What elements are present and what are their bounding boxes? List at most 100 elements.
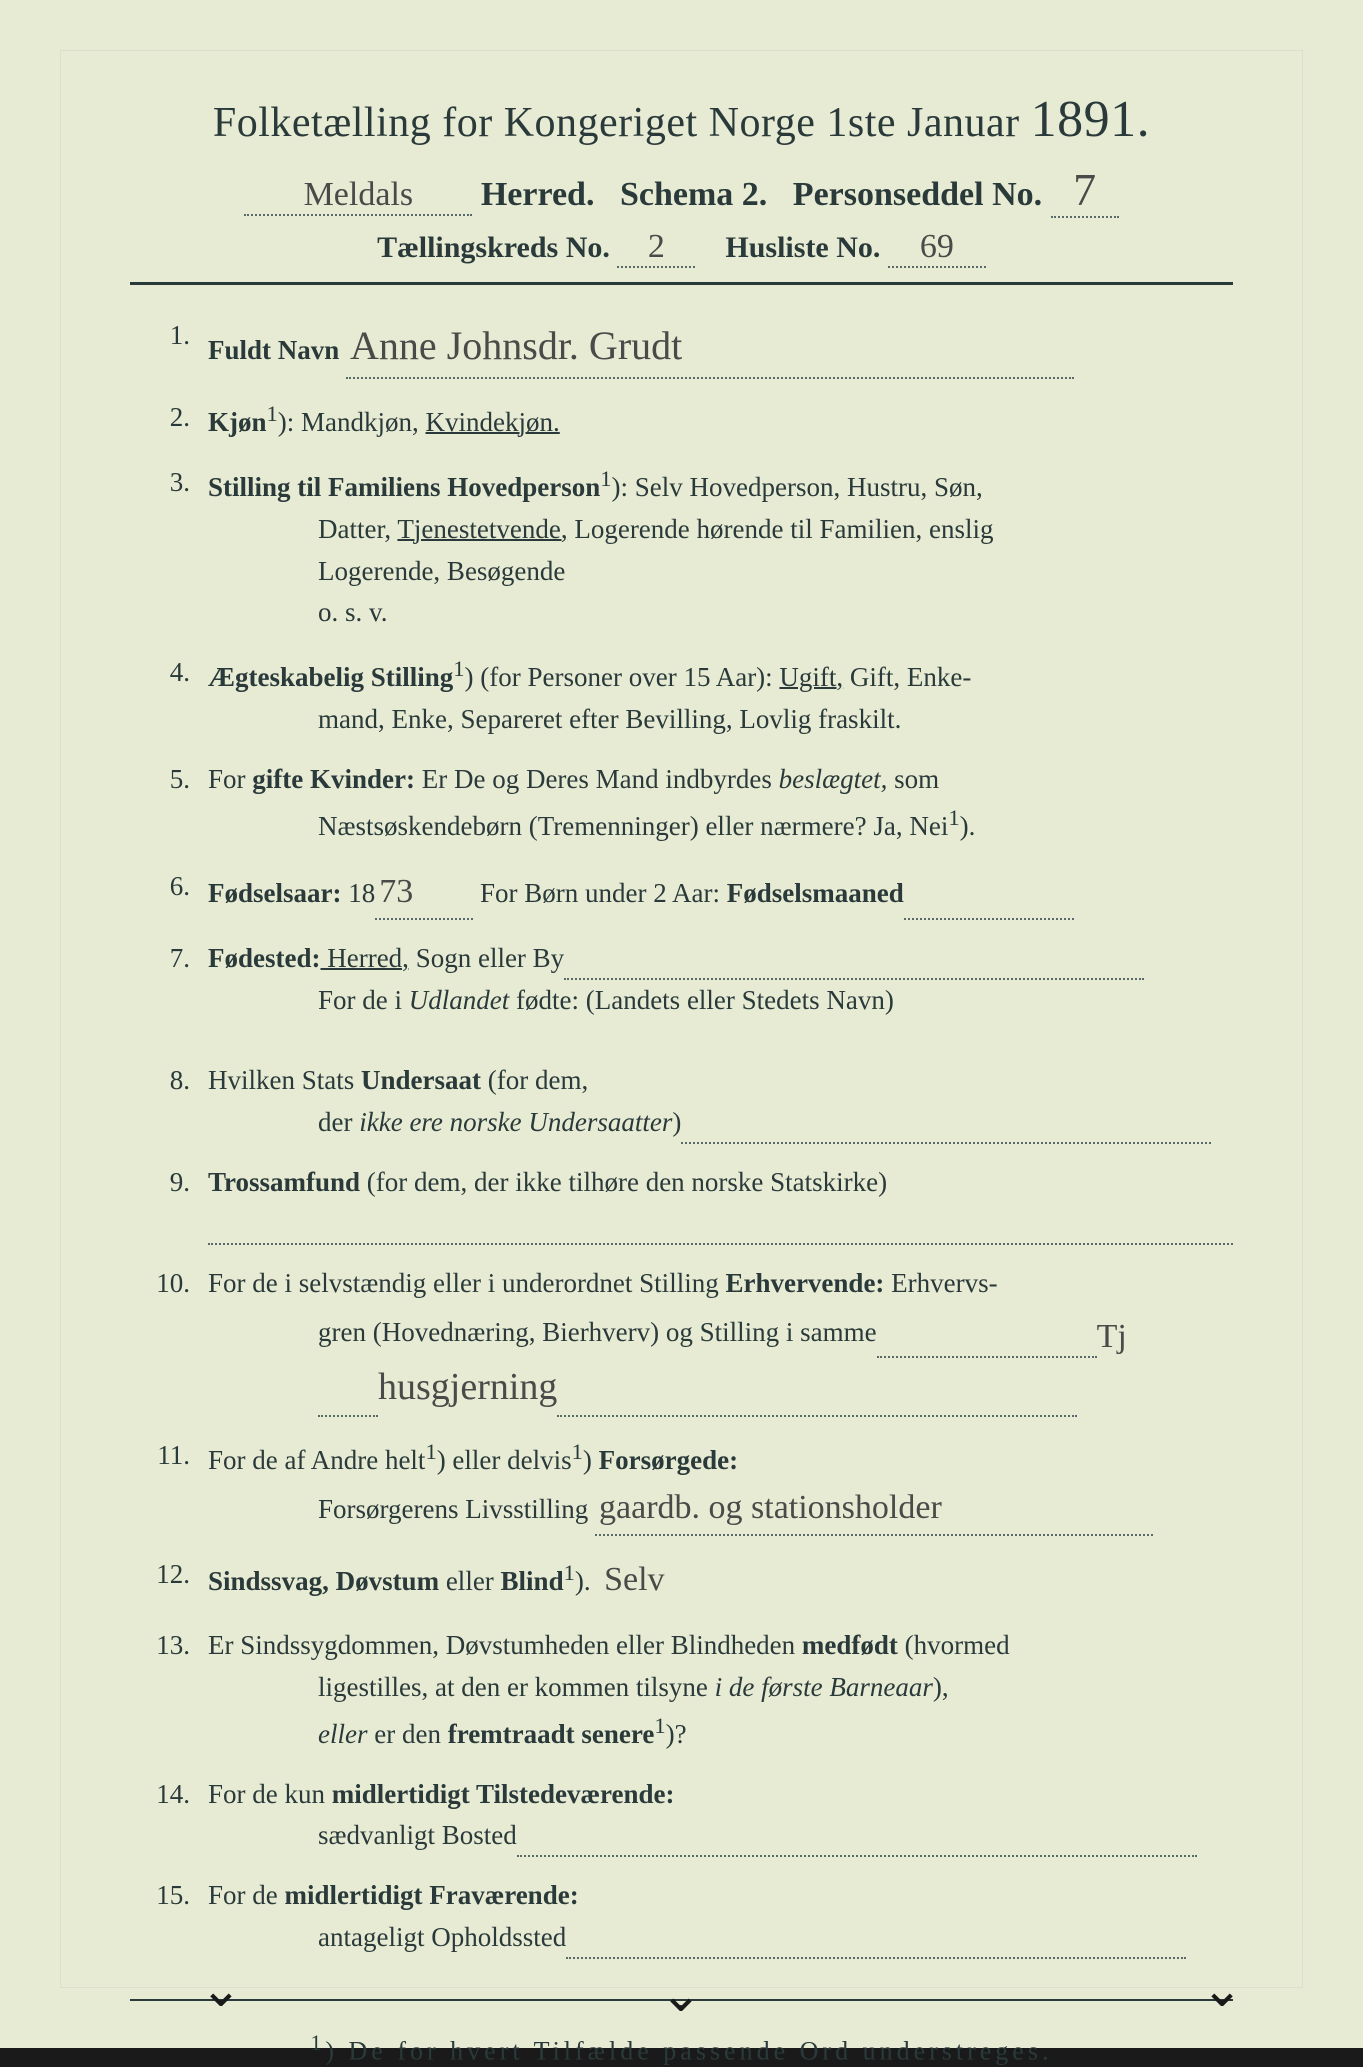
q13-sup: 1 (654, 1713, 665, 1738)
q6-year: 73 (375, 866, 473, 921)
q8-rest: (for dem, (481, 1065, 588, 1095)
census-form-page: Folketælling for Kongeriget Norge 1ste J… (0, 0, 1363, 2048)
q9-rest: (for dem, der ikke tilhøre den norske St… (360, 1167, 887, 1197)
q7-line2-wrap: For de i Udlandet fødte: (Landets eller … (208, 980, 1233, 1022)
q7-rest: Sogn eller By (409, 943, 564, 973)
header-rule (130, 282, 1233, 285)
q4-line2: mand, Enke, Separeret efter Bevilling, L… (208, 699, 1233, 741)
q11-value: gaardb. og stationsholder (595, 1482, 1153, 1537)
q3-line4: o. s. v. (208, 592, 1233, 634)
kreds-label: Tællingskreds No. (377, 231, 610, 264)
q5-num: 5. (130, 759, 208, 848)
q8-fill (681, 1142, 1211, 1144)
q3-line2b: Logerende hørende til Familien, enslig (568, 514, 994, 544)
q11-num: 11. (130, 1435, 208, 1537)
q11-content: For de af Andre helt1) eller delvis1) Fo… (208, 1435, 1233, 1537)
q13-line3-wrap: eller er den fremtraadt senere1)? (208, 1709, 1233, 1756)
q5-tail: ). (960, 811, 976, 841)
q13-line3a: eller (318, 1719, 367, 1749)
q8-bold: Undersaat (361, 1065, 481, 1095)
footnote-sup: 1 (311, 2031, 326, 2055)
q15-line2: antageligt Opholdssted (318, 1922, 566, 1952)
q11-rest: ) (583, 1445, 599, 1475)
q15-num: 15. (130, 1875, 208, 1959)
q6-row: 6. Fødselsaar: 1873 For Børn under 2 Aar… (130, 866, 1233, 921)
q14-line2: sædvanligt Bosted (318, 1820, 517, 1850)
q5-rest: Er De og Deres Mand indbyrdes (415, 764, 779, 794)
q13-row: 13. Er Sindssygdommen, Døvstumheden elle… (130, 1625, 1233, 1756)
q10-fill2a (318, 1415, 378, 1417)
q10-bold: Erhvervende: (725, 1268, 884, 1298)
q1-content: Fuldt Navn Anne Johnsdr. Grudt (208, 315, 1233, 379)
q6-fill (904, 918, 1074, 920)
q4-bold: Ægteskabelig Stilling (208, 662, 453, 692)
q15-bold: midlertidigt Fraværende: (285, 1880, 579, 1910)
q13-bold: medfødt (802, 1630, 898, 1660)
q10-line2: gren (Hovednæring, Bierhverv) og Stillin… (318, 1317, 877, 1347)
q5-italic: beslægtet, (779, 764, 888, 794)
form-header: Folketælling for Kongeriget Norge 1ste J… (130, 90, 1233, 268)
q11-text: For de af Andre helt (208, 1445, 425, 1475)
q13-content: Er Sindssygdommen, Døvstumheden eller Bl… (208, 1625, 1233, 1756)
q6-mid: For Børn under 2 Aar: (473, 878, 726, 908)
q2-num: 2. (130, 397, 208, 444)
q10-content: For de i selvstændig eller i underordnet… (208, 1263, 1233, 1416)
husliste-label: Husliste No. (725, 231, 880, 264)
q9-bold: Trossamfund (208, 1167, 360, 1197)
q15-line2-wrap: antageligt Opholdssted (208, 1917, 1233, 1959)
footnote-text: ) De for hvert Tilfælde passende Ord und… (325, 2037, 1052, 2066)
q4-num: 4. (130, 652, 208, 741)
q2-label: Kjøn (208, 407, 267, 437)
q3-sup: 1 (600, 466, 611, 491)
q12-rest: eller (439, 1566, 500, 1596)
q11-sup: 1 (425, 1439, 436, 1464)
q10-line3-wrap: husgjerning (208, 1358, 1233, 1417)
q7-bold: Fødested: (208, 943, 320, 973)
herred-value: Meldals (244, 176, 472, 216)
q8-content: Hvilken Stats Undersaat (for dem, der ik… (208, 1060, 1233, 1144)
q7-content: Fødested: Herred, Sogn eller By For de i… (208, 938, 1233, 1022)
q2-rest: ): Mandkjøn, (278, 407, 426, 437)
q5-bold: gifte Kvinder: (252, 764, 415, 794)
q4-underlined: Ugift, (779, 662, 843, 692)
q12-num: 12. (130, 1554, 208, 1607)
q5-rest2: som (887, 764, 939, 794)
q15-text: For de (208, 1880, 285, 1910)
q5-content: For gifte Kvinder: Er De og Deres Mand i… (208, 759, 1233, 848)
q13-bold3: fremtraadt senere (448, 1719, 655, 1749)
q2-content: Kjøn1): Mandkjøn, Kvindekjøn. (208, 397, 1233, 444)
subtitle-line2: Tællingskreds No. 2 Husliste No. 69 (130, 228, 1233, 268)
q9-row: 9. Trossamfund (for dem, der ikke tilhør… (130, 1162, 1233, 1246)
q9-content: Trossamfund (for dem, der ikke tilhøre d… (208, 1162, 1233, 1246)
kreds-no: 2 (617, 228, 695, 268)
q14-text: For de kun (208, 1779, 332, 1809)
q7-line2: For de i (318, 985, 409, 1015)
q6-bold2: Fødselsmaaned (727, 878, 904, 908)
q12-sup: 1 (564, 1560, 575, 1585)
q8-italic: ikke ere norske Undersaatter (359, 1107, 672, 1137)
schema-label: Schema 2. (620, 176, 767, 213)
q4-sup: 1 (453, 656, 464, 681)
q9-fill (208, 1243, 1233, 1245)
q13-tail: )? (666, 1719, 687, 1749)
q13-rest: (hvormed (898, 1630, 1010, 1660)
personseddel-no: 7 (1051, 163, 1119, 218)
q12-bold: Sindssvag, Døvstum (208, 1566, 439, 1596)
q12-bold2: Blind (501, 1566, 564, 1596)
q7-italic: Udlandet (409, 985, 510, 1015)
q3-underlined: Tjenestetvende, (397, 514, 567, 544)
q11-sup2: 1 (572, 1439, 583, 1464)
q13-line2-wrap: ligestilles, at den er kommen tilsyne i … (208, 1667, 1233, 1709)
q8-text: Hvilken Stats (208, 1065, 361, 1095)
q13-italic: i de første Barneaar (715, 1672, 933, 1702)
q12-content: Sindssvag, Døvstum eller Blind1). Selv (208, 1554, 1233, 1607)
q11-mid: ) eller delvis (437, 1445, 572, 1475)
q7-num: 7. (130, 938, 208, 1022)
q3-num: 3. (130, 462, 208, 634)
q4-row: 4. Ægteskabelig Stilling1) (for Personer… (130, 652, 1233, 741)
q14-row: 14. For de kun midlertidigt Tilstedevære… (130, 1774, 1233, 1858)
tear-mark-icon: ⌄ (1201, 1960, 1243, 2018)
personseddel-label: Personseddel No. (793, 176, 1042, 213)
q7-row: 7. Fødested: Herred, Sogn eller By For d… (130, 938, 1233, 1022)
q10-value: husgjerning (378, 1366, 557, 1408)
